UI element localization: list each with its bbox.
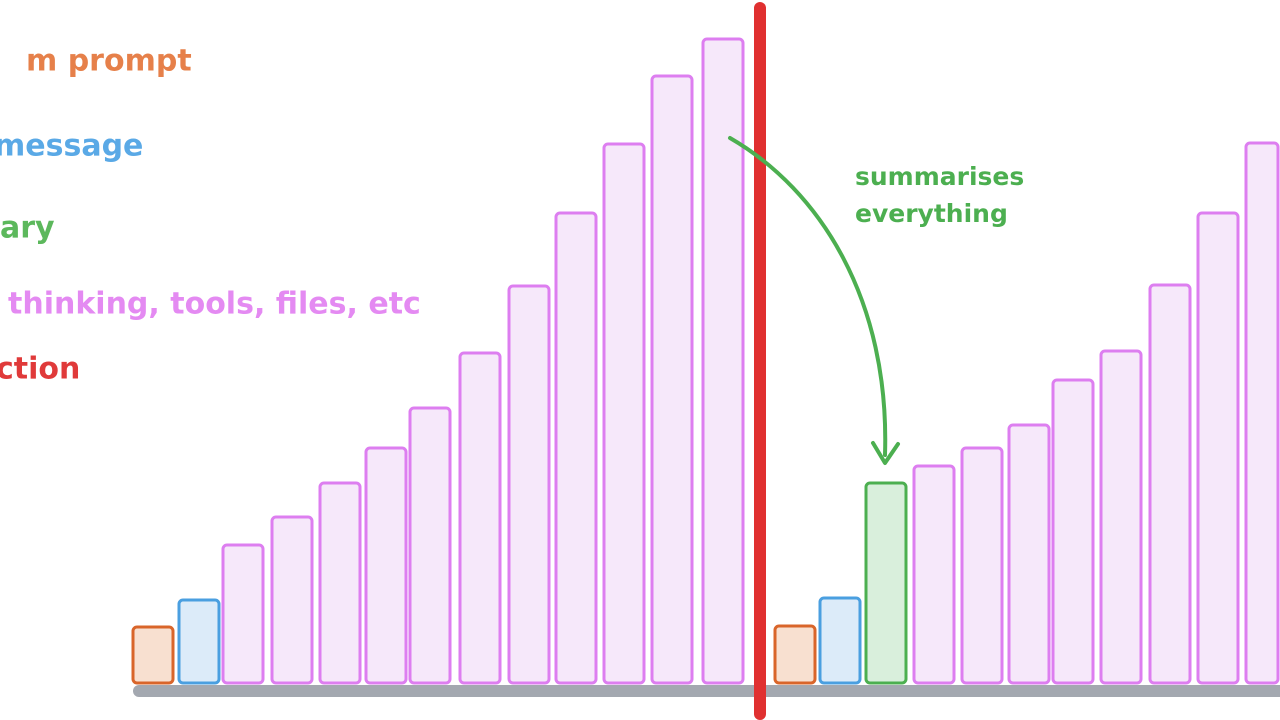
context-block — [177, 598, 221, 685]
context-block — [1196, 211, 1240, 685]
annotation-line: everything — [855, 199, 1008, 228]
legend-user-message: message — [0, 129, 143, 164]
context-block — [507, 284, 551, 685]
context-block — [221, 543, 265, 685]
context-block — [408, 406, 452, 685]
annotation-line: summarises — [855, 162, 1024, 191]
arrow-head — [871, 441, 900, 465]
context-block — [1244, 141, 1280, 685]
context-block — [131, 625, 175, 685]
arrow — [728, 136, 888, 457]
baseline — [133, 685, 1280, 697]
context-block — [318, 481, 362, 685]
context-block — [864, 481, 908, 685]
bars — [131, 37, 1280, 685]
context-block — [1051, 378, 1095, 685]
context-block — [701, 37, 745, 685]
context-block — [818, 596, 862, 685]
context-block — [912, 464, 956, 685]
context-block — [773, 624, 817, 685]
compaction-line — [754, 2, 766, 720]
legend-compaction: ction — [0, 352, 80, 387]
legend-summary: ary — [0, 211, 55, 246]
context-block — [602, 142, 646, 685]
context-block — [554, 211, 598, 685]
context-block — [364, 446, 408, 685]
context-block — [1099, 349, 1143, 685]
context-block — [458, 351, 502, 685]
context-block — [1007, 423, 1051, 685]
legend: m prompt message ary thinking, tools, fi… — [0, 44, 421, 387]
context-block — [1148, 283, 1192, 685]
context-block — [270, 515, 314, 685]
legend-context: thinking, tools, files, etc — [8, 287, 421, 322]
context-block — [650, 74, 694, 685]
context-block — [960, 446, 1004, 685]
legend-system-prompt: m prompt — [26, 44, 192, 79]
